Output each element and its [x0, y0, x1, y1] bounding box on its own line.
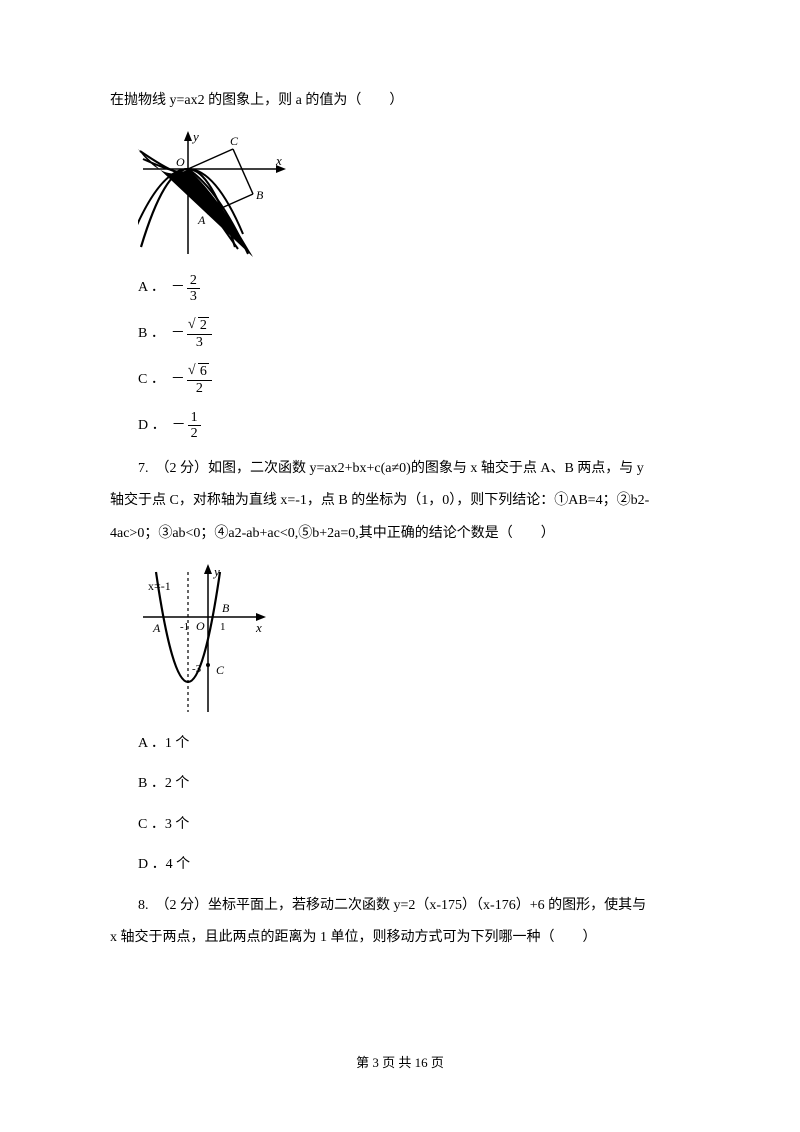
svg-text:C: C — [216, 663, 225, 677]
svg-text:x: x — [255, 620, 262, 635]
svg-text:-1: -1 — [180, 621, 189, 633]
q6-figure: y x O A B C — [138, 129, 690, 259]
q6-stem: 在抛物线 y=ax2 的图象上，则 a 的值为（ ） — [110, 88, 690, 115]
q7-option-a[interactable]: A ．1 个 — [138, 731, 690, 758]
q7-figure: y x x=-1 A B -1 O 1 -3 C — [138, 562, 690, 717]
q6-option-c[interactable]: C ． － 62 — [138, 364, 690, 396]
svg-text:x: x — [275, 153, 282, 168]
q6-option-b[interactable]: B ． － 23 — [138, 318, 690, 350]
q8-stem-1: 8. （2 分）坐标平面上，若移动二次函数 y=2（x-175）（x-176）+… — [110, 893, 690, 920]
svg-text:O: O — [196, 619, 205, 633]
q7-stem-1: 7. （2 分）如图，二次函数 y=ax2+bx+c(a≠0)的图象与 x 轴交… — [110, 456, 690, 483]
svg-text:B: B — [256, 188, 264, 202]
q6-option-d[interactable]: D ． － 12 — [138, 410, 690, 442]
q7-option-c[interactable]: C ．3 个 — [138, 812, 690, 839]
svg-text:1: 1 — [220, 621, 226, 633]
q7-stem-3: 4ac>0；③ab<0；④a2-ab+ac<0,⑤b+2a=0,其中正确的结论个… — [110, 521, 690, 548]
svg-text:O: O — [176, 155, 185, 169]
svg-text:y: y — [191, 129, 199, 144]
q8-stem-2: x 轴交于两点，且此两点的距离为 1 单位，则移动方式可为下列哪一种（ ） — [110, 925, 690, 952]
q7-option-b[interactable]: B ．2 个 — [138, 771, 690, 798]
svg-text:y: y — [212, 564, 220, 579]
svg-text:C: C — [230, 134, 239, 148]
q7-stem-2: 轴交于点 C，对称轴为直线 x=-1，点 B 的坐标为（1，0），则下列结论：①… — [110, 488, 690, 515]
svg-text:A: A — [152, 621, 161, 635]
page-footer: 第 3 页 共 16 页 — [0, 1051, 800, 1076]
svg-text:A: A — [197, 213, 206, 227]
svg-text:-3: -3 — [192, 663, 202, 675]
q7-option-d[interactable]: D ．4 个 — [138, 852, 690, 879]
q6-option-a[interactable]: A ． － 23 — [138, 273, 690, 305]
svg-text:x=-1: x=-1 — [148, 579, 171, 593]
svg-text:B: B — [222, 601, 230, 615]
